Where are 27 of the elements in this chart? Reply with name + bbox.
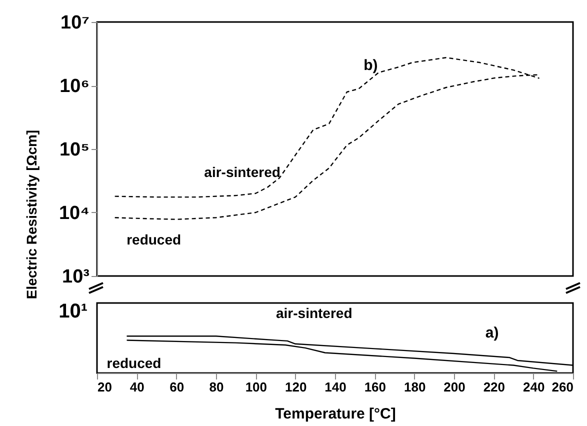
x-tick-label: 260: [552, 380, 574, 394]
series-label: air-sintered: [204, 164, 280, 180]
annotation: b): [364, 57, 378, 74]
y-tick-label: 10⁷: [60, 12, 90, 34]
text: 10¹: [58, 300, 88, 322]
series-label: reduced: [126, 232, 182, 248]
x-tick-label: 100: [245, 380, 268, 394]
x-tick-label: 20: [98, 380, 112, 394]
series-label: air-sintered: [276, 305, 352, 322]
x-tick-label: 120: [284, 380, 307, 394]
y-tick-label: 10⁶: [60, 76, 90, 97]
x-tick-label: 240: [522, 380, 545, 394]
x-tick-label: 140: [324, 380, 346, 394]
x-axis-title: Temperature [°C]: [275, 406, 396, 422]
annotation: a): [485, 324, 499, 342]
x-tick-label: 200: [444, 380, 466, 394]
x-tick-label: 180: [404, 380, 426, 394]
x-tick-label: 160: [364, 380, 386, 394]
series-label: reduced: [106, 355, 162, 372]
x-tick-label: 80: [209, 380, 224, 394]
x-tick-label: 220: [483, 380, 506, 394]
y-axis-title: Electric Resistivity [Ωcm]: [24, 130, 40, 300]
y-tick-label: 10³: [62, 266, 90, 288]
y-tick-label: 10⁵: [59, 140, 90, 160]
x-tick-label: 60: [170, 380, 184, 394]
y-tick-label: 10⁴: [58, 203, 90, 224]
x-tick-label: 40: [130, 380, 144, 394]
